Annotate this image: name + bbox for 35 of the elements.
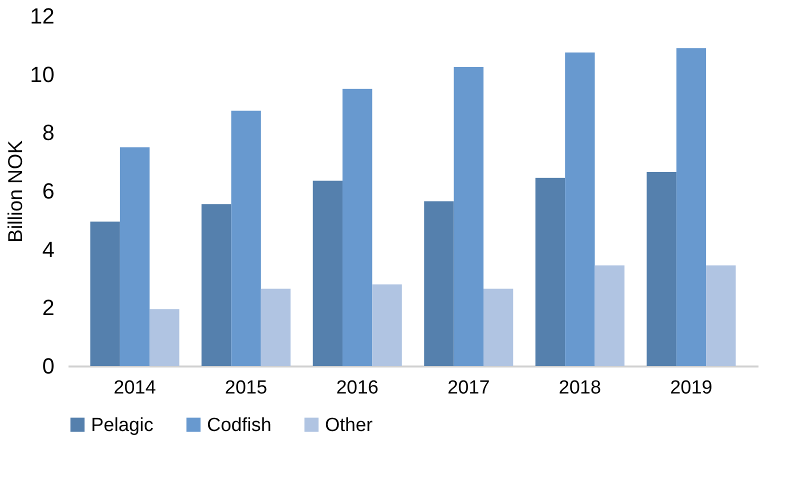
bar — [706, 265, 736, 366]
y-tick-label: 0 — [42, 354, 54, 378]
bar — [565, 52, 595, 366]
bar — [594, 265, 624, 366]
bar — [150, 309, 180, 366]
y-tick-label: 4 — [42, 236, 54, 262]
legend-label: Codfish — [207, 414, 272, 436]
y-tick-label: 8 — [42, 120, 54, 146]
y-tick-label: 2 — [42, 295, 54, 320]
bar — [676, 48, 706, 366]
bar — [454, 67, 484, 366]
bar — [646, 172, 676, 366]
y-tick-label: 6 — [42, 178, 54, 204]
bar — [312, 180, 343, 366]
y-axis-title: Billion NOK — [5, 140, 28, 243]
bar — [260, 288, 291, 366]
bar — [90, 222, 120, 366]
bar — [202, 204, 232, 366]
bar — [535, 178, 566, 366]
x-tick-label: 2014 — [114, 378, 156, 398]
bar — [424, 201, 454, 366]
bar — [231, 110, 261, 366]
x-tick-label: 2016 — [336, 378, 378, 398]
legend-label: Pelagic — [91, 414, 154, 436]
x-tick-label: 2015 — [224, 378, 268, 398]
bar — [372, 284, 402, 366]
bar — [342, 88, 372, 366]
bar — [483, 288, 514, 366]
bar — [120, 147, 150, 366]
y-tick-label: 10 — [30, 62, 54, 87]
x-tick-label: 2018 — [558, 378, 602, 398]
legend-label: Other — [325, 414, 374, 436]
x-tick-label: 2017 — [448, 378, 490, 398]
x-tick-label: 2019 — [670, 378, 712, 398]
y-tick-label: 12 — [30, 4, 54, 28]
